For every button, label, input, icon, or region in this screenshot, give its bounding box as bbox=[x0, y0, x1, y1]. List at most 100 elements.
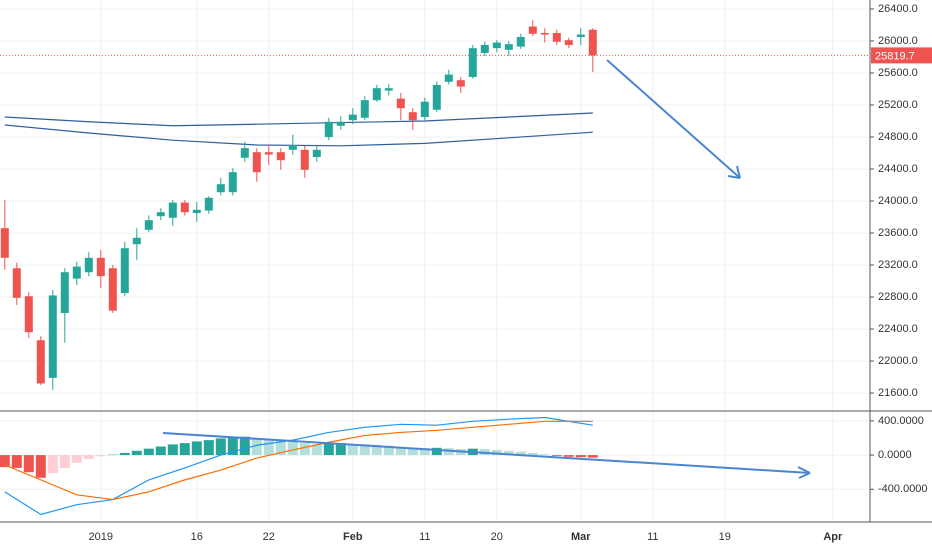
x-tick-label: 11 bbox=[647, 531, 658, 543]
y-tick-label: 22800.0 bbox=[878, 291, 918, 303]
histogram-bar bbox=[131, 450, 142, 456]
histogram-bar bbox=[359, 444, 370, 456]
y-tick-label: 23200.0 bbox=[878, 259, 918, 271]
candle-body bbox=[360, 100, 369, 118]
candle-body bbox=[180, 202, 189, 213]
candle-body bbox=[516, 36, 525, 47]
histogram-bar bbox=[431, 447, 442, 456]
histogram-bar bbox=[419, 448, 430, 456]
x-tick-label: Mar bbox=[571, 531, 591, 543]
x-tick-label: 20 bbox=[491, 531, 503, 543]
candle-body bbox=[120, 248, 129, 294]
histogram-bar bbox=[515, 451, 526, 456]
candle-body bbox=[156, 212, 165, 217]
histogram-bar bbox=[191, 441, 202, 456]
histogram-bar bbox=[527, 452, 538, 456]
histogram-bar bbox=[263, 439, 274, 456]
histogram-bar bbox=[59, 455, 70, 468]
y-tick-label: 23600.0 bbox=[878, 227, 918, 239]
macd-line bbox=[4, 420, 593, 501]
histogram-bar bbox=[407, 447, 418, 456]
trend-arrow bbox=[606, 59, 741, 179]
y-tick-label: -400.0000 bbox=[878, 483, 928, 495]
x-tick-label: 16 bbox=[191, 531, 203, 543]
histogram-bar bbox=[335, 443, 346, 456]
y-tick-label: 22400.0 bbox=[878, 323, 918, 335]
candle-body bbox=[144, 220, 153, 230]
candle-body bbox=[216, 184, 225, 193]
candle-body bbox=[384, 88, 393, 91]
y-tick-label: 0.0000 bbox=[878, 449, 912, 461]
y-tick-label: 25200.0 bbox=[878, 99, 918, 111]
histogram-bar bbox=[539, 454, 550, 456]
candle-body bbox=[168, 202, 177, 218]
last-price-label: 25819.7 bbox=[875, 50, 915, 62]
histogram-bar bbox=[323, 443, 334, 456]
y-tick-label: 25600.0 bbox=[878, 67, 918, 79]
candle-body bbox=[24, 296, 33, 333]
candle-body bbox=[456, 80, 465, 87]
candle-body bbox=[60, 272, 69, 314]
candle-body bbox=[336, 121, 345, 126]
histogram-bar bbox=[371, 444, 382, 456]
histogram-bar bbox=[587, 455, 598, 458]
candle-body bbox=[588, 29, 597, 56]
candle-body bbox=[528, 26, 537, 34]
candle-body bbox=[36, 340, 45, 384]
histogram-bar bbox=[227, 437, 238, 456]
x-tick-label: Feb bbox=[343, 531, 363, 543]
histogram-bar bbox=[491, 449, 502, 456]
histogram-bar bbox=[575, 455, 586, 458]
histogram-bar bbox=[551, 455, 562, 456]
histogram-bar bbox=[563, 455, 574, 457]
candle-body bbox=[552, 32, 561, 42]
candle-body bbox=[372, 88, 381, 101]
candle-body bbox=[228, 172, 237, 193]
histogram-bar bbox=[35, 455, 46, 478]
candle-body bbox=[504, 44, 513, 50]
candle-body bbox=[0, 228, 9, 258]
candle-body bbox=[132, 237, 141, 245]
y-tick-label: 24800.0 bbox=[878, 131, 918, 143]
x-tick-label: 2019 bbox=[89, 531, 113, 543]
candle-body bbox=[576, 34, 585, 37]
candle-body bbox=[444, 74, 453, 82]
histogram-bar bbox=[251, 437, 262, 456]
last-price-box bbox=[871, 47, 932, 64]
histogram-bar bbox=[179, 443, 190, 456]
histogram-bar bbox=[347, 443, 358, 456]
moving-average-line bbox=[4, 124, 593, 147]
x-tick-label: 22 bbox=[263, 531, 275, 543]
candle-body bbox=[480, 44, 489, 53]
histogram-bar bbox=[23, 455, 34, 473]
candle-body bbox=[204, 197, 213, 211]
histogram-bar bbox=[287, 441, 298, 456]
histogram-bar bbox=[395, 446, 406, 456]
candle-body bbox=[264, 152, 273, 155]
candle-body bbox=[84, 257, 93, 273]
candle-body bbox=[432, 84, 441, 110]
candle-body bbox=[12, 268, 21, 298]
histogram-bar bbox=[143, 448, 154, 456]
histogram-bar bbox=[311, 444, 322, 456]
x-tick-label: 19 bbox=[719, 531, 731, 543]
histogram-bar bbox=[299, 443, 310, 456]
histogram-bar bbox=[203, 440, 214, 456]
histogram-bar bbox=[71, 455, 82, 463]
histogram-bar bbox=[0, 455, 10, 468]
candle-body bbox=[252, 152, 261, 173]
candle-body bbox=[192, 209, 201, 214]
histogram-bar bbox=[239, 436, 250, 456]
histogram-bar bbox=[503, 450, 514, 456]
histogram-bar bbox=[119, 452, 130, 456]
candle-body bbox=[288, 144, 297, 150]
candle-body bbox=[348, 114, 357, 121]
candle-body bbox=[300, 149, 309, 170]
x-tick-label: Apr bbox=[823, 531, 843, 543]
candle-body bbox=[96, 257, 105, 277]
candle-body bbox=[492, 42, 501, 49]
x-tick-label: 11 bbox=[419, 531, 430, 543]
histogram-bar bbox=[275, 440, 286, 456]
candle-body bbox=[408, 112, 417, 121]
